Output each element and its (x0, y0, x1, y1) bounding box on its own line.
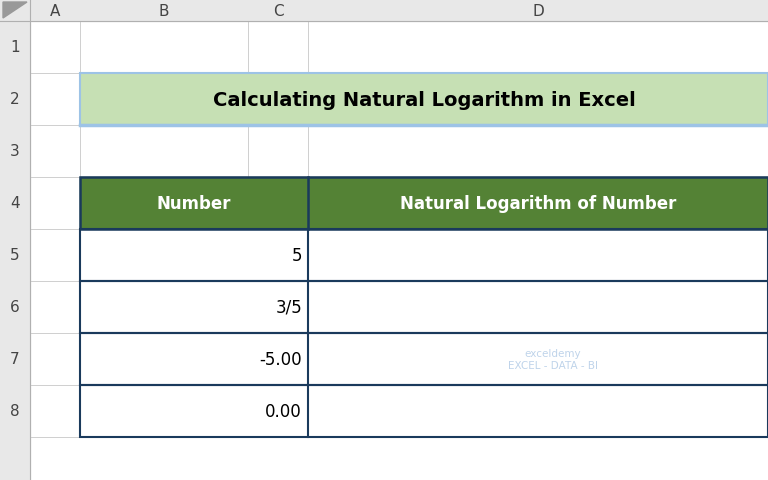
Bar (0, 0, 768, 22)
Text: A: A (50, 3, 60, 18)
Text: D: D (532, 3, 544, 18)
Bar (80, 178, 308, 229)
Text: 4: 4 (10, 196, 20, 211)
Bar (308, 229, 768, 281)
Bar (80, 229, 768, 281)
Text: 5: 5 (10, 248, 20, 263)
Text: Number: Number (157, 194, 231, 213)
Bar (80, 385, 308, 437)
Bar (80, 281, 768, 333)
Bar (80, 74, 768, 126)
Text: C: C (273, 3, 283, 18)
Text: 0.00: 0.00 (265, 402, 302, 420)
Text: -5.00: -5.00 (260, 350, 302, 368)
Text: 2: 2 (10, 92, 20, 107)
Text: B: B (159, 3, 169, 18)
Text: 8: 8 (10, 404, 20, 419)
Text: exceldemy
EXCEL - DATA - BI: exceldemy EXCEL - DATA - BI (508, 348, 598, 371)
Bar (80, 281, 308, 333)
Text: Calculating Natural Logarithm in Excel: Calculating Natural Logarithm in Excel (213, 90, 635, 109)
Bar (308, 178, 768, 229)
Bar (308, 281, 768, 333)
Text: 7: 7 (10, 352, 20, 367)
Polygon shape (3, 3, 27, 19)
Bar (80, 74, 768, 126)
Text: Natural Logarithm of Number: Natural Logarithm of Number (400, 194, 676, 213)
Bar (0, 0, 30, 480)
Bar (80, 333, 768, 385)
Bar (80, 229, 308, 281)
Bar (308, 385, 768, 437)
Text: 1: 1 (10, 40, 20, 55)
Bar (308, 333, 768, 385)
Text: 5: 5 (292, 247, 302, 264)
Text: 6: 6 (10, 300, 20, 315)
Bar (80, 333, 308, 385)
Text: 3: 3 (10, 144, 20, 159)
Bar (80, 178, 768, 229)
Text: 3/5: 3/5 (275, 299, 302, 316)
Bar (80, 385, 768, 437)
